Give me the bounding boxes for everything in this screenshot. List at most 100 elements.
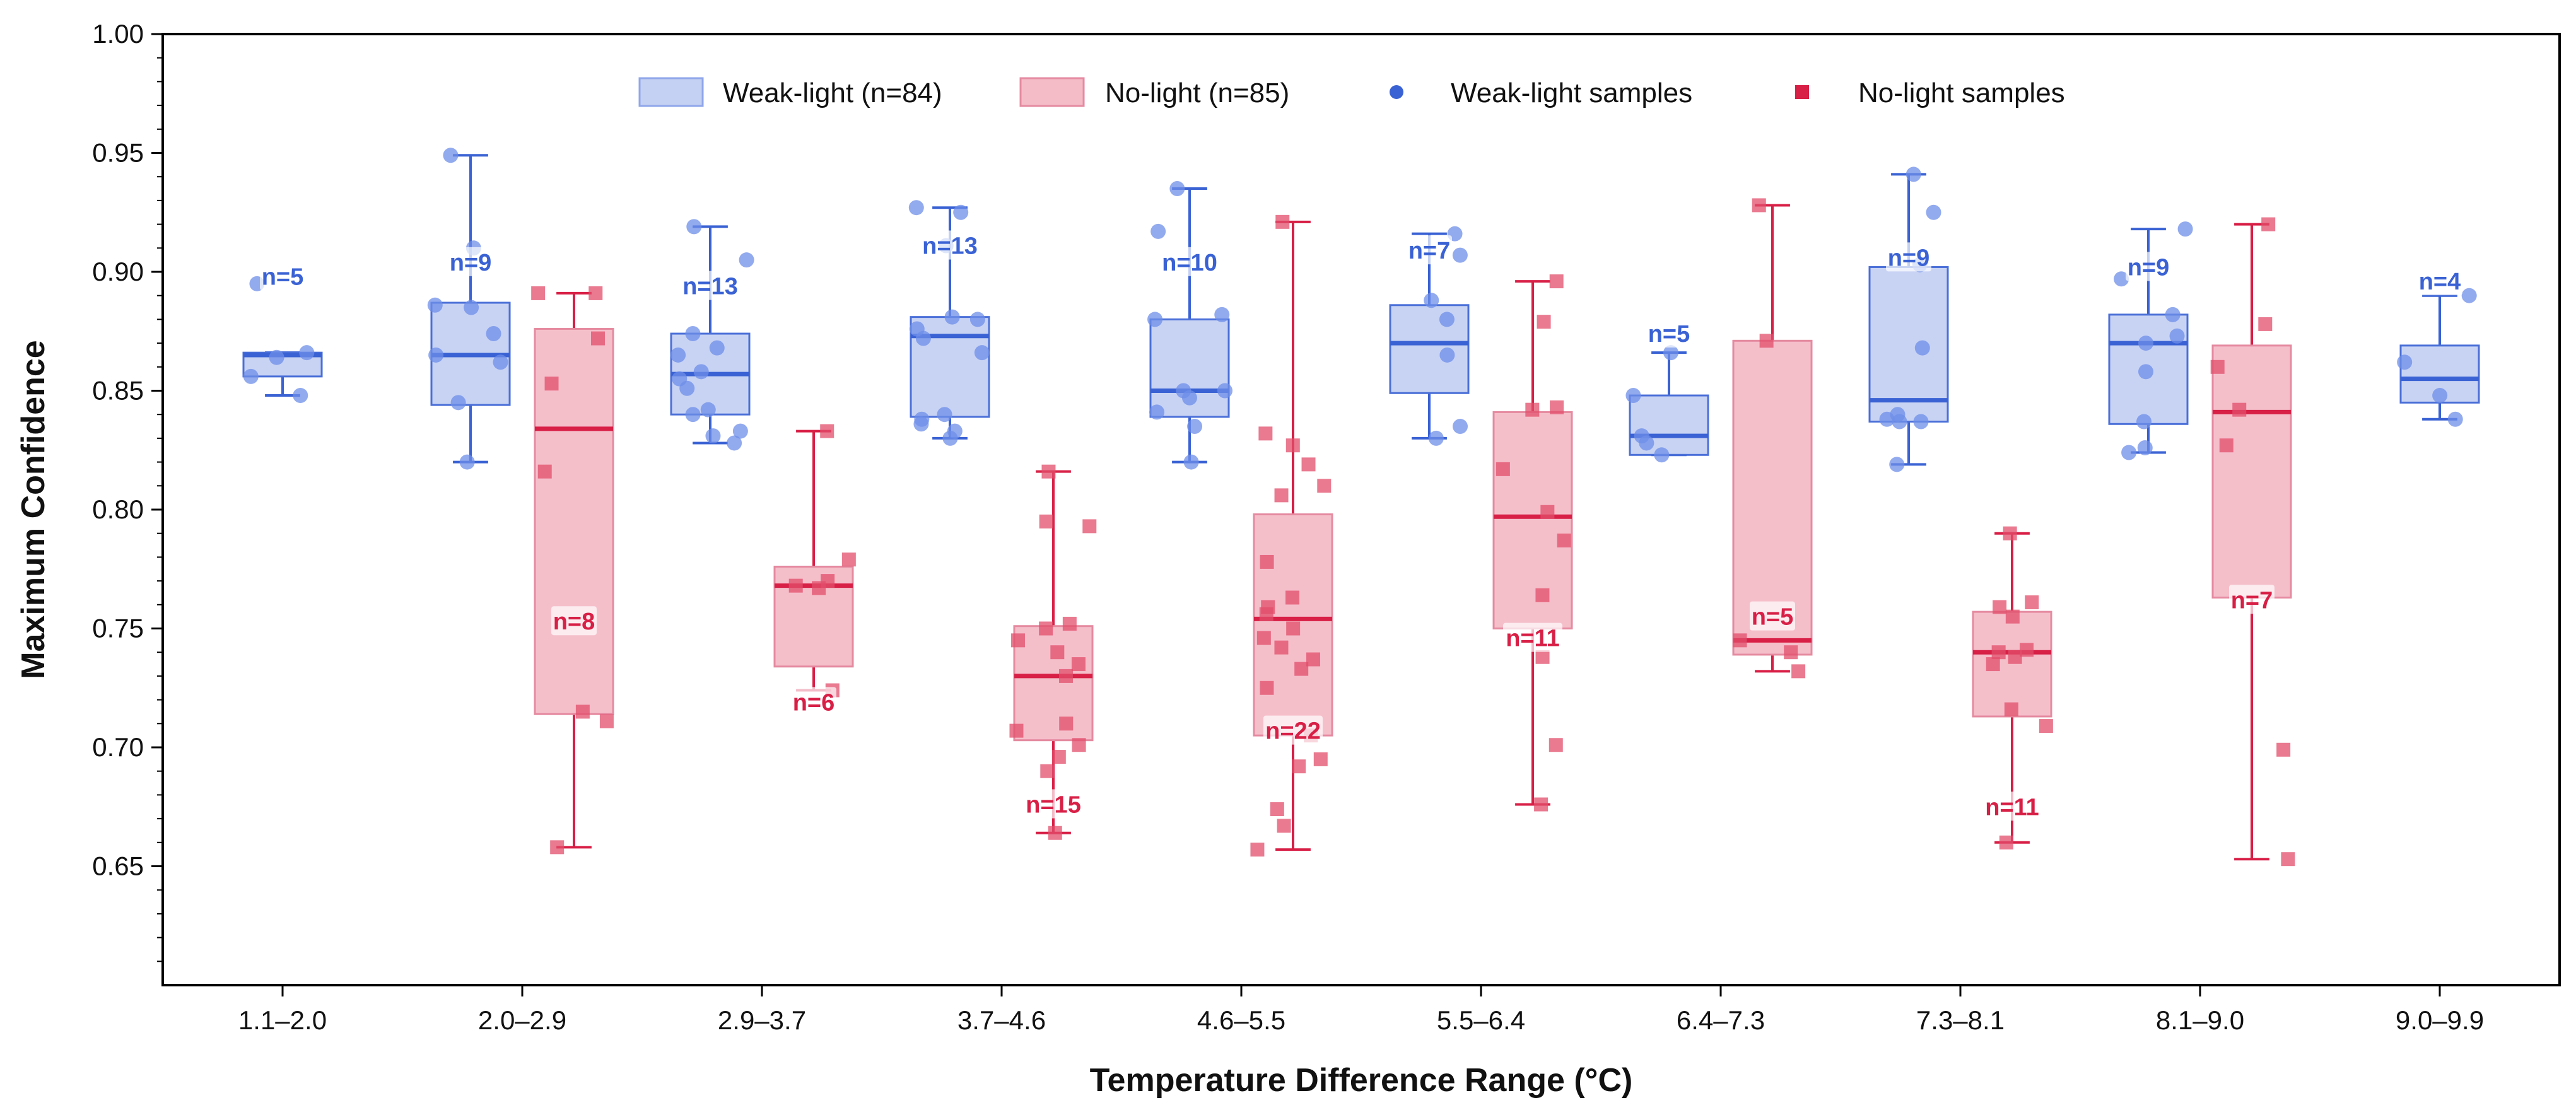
no-light-n-label-bg	[791, 687, 836, 716]
no-light-sample-point	[2005, 609, 2020, 624]
weak-light-sample-point	[1439, 347, 1455, 363]
no-light-sample-point	[1041, 464, 1056, 479]
no-light-sample-point	[1549, 738, 1563, 752]
weak-light-sample-point	[2169, 328, 2185, 344]
weak-light-n-label-bg	[260, 261, 305, 291]
no-light-n-label-bg	[1263, 715, 1323, 745]
weak-light-sample-point	[493, 354, 508, 370]
weak-light-n-label: n=9	[1888, 245, 1930, 271]
no-light-sample-point	[1258, 426, 1273, 441]
weak-light-sample-point	[459, 454, 475, 470]
x-axis: 1.1–2.0 2.0–2.9 2.9–3.7 3.7–4.6 4.6–5.5 5.5–6…	[238, 985, 2484, 1035]
no-light-sample-point	[1274, 640, 1289, 655]
no-light-sample-point	[2276, 742, 2291, 757]
no-light-box	[2211, 344, 2292, 599]
weak-light-sample-point	[1183, 454, 1199, 470]
no-light-sample-point	[1275, 214, 1290, 229]
weak-light-sample-point	[2447, 411, 2463, 427]
no-light-sample-point	[1549, 274, 1564, 289]
no-light-sample-point	[1306, 652, 1320, 667]
weak-light-sample-point	[937, 407, 952, 423]
weak-light-sample-point	[2461, 288, 2477, 303]
no-light-sample-point	[1759, 334, 1774, 348]
weak-light-sample-point	[1914, 340, 1930, 356]
weak-light-n-label: n=9	[2128, 254, 2170, 281]
no-light-sample-point	[1059, 716, 1074, 731]
weak-light-sample-point	[953, 204, 969, 220]
weak-light-n-label: n=13	[682, 274, 738, 300]
weak-light-n-label: n=5	[262, 264, 304, 291]
weak-light-sample-point	[2137, 440, 2153, 455]
weak-light-sample-point	[299, 345, 315, 361]
x-tick-label: 5.5–6.4	[1437, 1005, 1525, 1035]
x-tick-label: 1.1–2.0	[238, 1005, 327, 1035]
weak-light-sample-point	[1169, 181, 1185, 197]
no-light-sample-point	[1986, 657, 2000, 672]
x-tick-label: 8.1–9.0	[2156, 1005, 2244, 1035]
weak-light-sample-point	[974, 345, 990, 361]
no-light-sample-point	[1525, 402, 1540, 417]
no-light-sample-point	[590, 331, 605, 346]
weak-light-sample-point	[1663, 345, 1679, 361]
y-tick-label: 0.85	[92, 376, 144, 406]
no-light-sample-point	[2025, 595, 2039, 610]
weak-light-sample-point	[944, 309, 960, 325]
y-tick-label: 0.90	[92, 257, 144, 286]
weak-light-n-label-bg	[1407, 235, 1452, 265]
x-tick-label: 3.7–4.6	[957, 1005, 1046, 1035]
no-light-n-label: n=8	[553, 609, 595, 635]
legend-no-light-box-label: No-light (n=85)	[1105, 78, 1289, 108]
no-light-sample-point	[575, 704, 590, 719]
no-light-sample-point	[1051, 750, 1066, 764]
no-light-sample-point	[531, 286, 546, 300]
weak-light-sample-point	[464, 300, 479, 315]
weak-light-sample-point	[705, 428, 721, 444]
no-light-sample-point	[1991, 645, 2006, 660]
no-light-box	[1972, 610, 2052, 718]
no-light-sample-point	[599, 714, 614, 728]
no-light-sample-point	[2003, 526, 2017, 540]
weak-light-sample-point	[1424, 293, 1439, 308]
no-light-sample-point	[1540, 505, 1555, 519]
no-light-sample-point	[537, 464, 552, 479]
no-light-sample-point	[2039, 719, 2053, 733]
legend-weak-light-samples-label: Weak-light samples	[1451, 78, 1692, 108]
no-light-sample-point	[550, 840, 565, 855]
weak-light-sample-point	[686, 219, 702, 235]
no-light-sample-point	[1048, 826, 1062, 840]
no-light-n-label: n=22	[1265, 718, 1321, 745]
no-light-n-label-bg	[1503, 622, 1562, 652]
no-light-sample-point	[1050, 645, 1065, 660]
no-light-sample-point	[2281, 852, 2295, 867]
no-light-sample-point	[820, 424, 834, 438]
weak-light-box	[1389, 304, 1470, 394]
no-light-n-label-bg	[2229, 585, 2274, 614]
weak-light-sample-point	[2114, 271, 2129, 287]
no-light-sample-point	[1752, 198, 1766, 213]
weak-light-sample-point	[269, 349, 284, 365]
no-light-sample-point	[1261, 600, 1275, 614]
no-light-n-label-bg	[1982, 792, 2042, 821]
weak-light-sample-point	[293, 388, 308, 404]
no-light-n-label: n=6	[793, 689, 835, 716]
x-axis-title: Temperature Difference Range (°C)	[1090, 1062, 1633, 1099]
no-light-sample-point	[1285, 590, 1300, 605]
weak-light-sample-point	[2121, 445, 2137, 460]
weak-light-sample-point	[1634, 428, 1649, 444]
weak-light-sample-point	[1625, 388, 1641, 404]
weak-light-sample-point	[2432, 388, 2448, 404]
no-light-sample-point	[1058, 669, 1073, 683]
no-light-sample-point	[1791, 664, 1806, 679]
no-light-box	[534, 327, 614, 715]
no-light-sample-point	[1535, 588, 1550, 602]
weak-light-sample-point	[1439, 312, 1455, 327]
y-tick-label: 0.80	[92, 494, 144, 524]
no-light-sample-point	[1039, 621, 1053, 636]
no-light-sample-point	[588, 286, 603, 300]
no-light-sample-point	[1550, 400, 1564, 414]
no-light-sample-point	[2019, 643, 2034, 657]
weak-light-sample-point	[2397, 354, 2413, 370]
no-light-sample-point	[2232, 402, 2247, 417]
no-light-sample-point	[1294, 662, 1309, 676]
no-light-n-label-bg	[1024, 789, 1083, 819]
